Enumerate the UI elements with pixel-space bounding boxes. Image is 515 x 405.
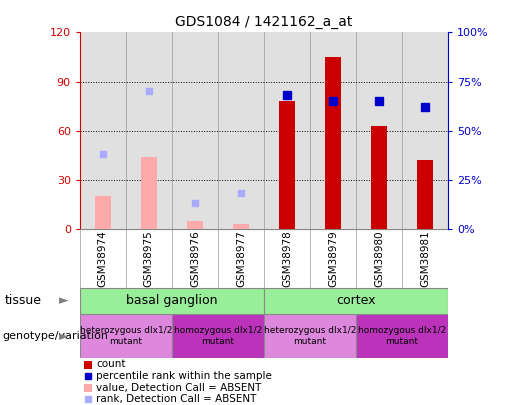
Bar (264, 314, 356, 358)
Text: genotype/variation: genotype/variation (3, 331, 109, 341)
Bar (141, 157, 157, 229)
Text: ►: ► (59, 294, 69, 307)
Text: homozygous dlx1/2
mutant: homozygous dlx1/2 mutant (358, 326, 446, 346)
Text: GSM38979: GSM38979 (328, 230, 338, 287)
Bar (417, 160, 433, 229)
Bar (80, 288, 264, 314)
Bar (325, 57, 341, 229)
Text: cortex: cortex (336, 294, 376, 307)
Text: percentile rank within the sample: percentile rank within the sample (96, 371, 272, 381)
Bar (95, 196, 111, 229)
Text: count: count (96, 360, 126, 369)
Text: GSM38978: GSM38978 (282, 230, 292, 287)
Text: GSM38974: GSM38974 (98, 230, 108, 287)
Text: heterozygous dlx1/2
mutant: heterozygous dlx1/2 mutant (80, 326, 172, 346)
Bar (356, 314, 448, 358)
Bar (279, 101, 295, 229)
Text: GSM38980: GSM38980 (374, 230, 384, 287)
Bar (83, 384, 92, 392)
Text: rank, Detection Call = ABSENT: rank, Detection Call = ABSENT (96, 394, 257, 405)
Text: GSM38975: GSM38975 (144, 230, 154, 287)
Bar (187, 221, 203, 229)
Bar (264, 288, 448, 314)
Text: GSM38977: GSM38977 (236, 230, 246, 287)
Bar (172, 314, 264, 358)
Text: basal ganglion: basal ganglion (126, 294, 218, 307)
Text: GSM38976: GSM38976 (190, 230, 200, 287)
Text: ►: ► (59, 330, 69, 343)
Bar (371, 126, 387, 229)
Text: value, Detection Call = ABSENT: value, Detection Call = ABSENT (96, 383, 262, 393)
Text: GSM38981: GSM38981 (420, 230, 430, 287)
Text: homozygous dlx1/2
mutant: homozygous dlx1/2 mutant (174, 326, 262, 346)
Title: GDS1084 / 1421162_a_at: GDS1084 / 1421162_a_at (175, 15, 353, 29)
Bar (83, 361, 92, 369)
Text: tissue: tissue (5, 294, 42, 307)
Bar (80, 314, 172, 358)
Bar (233, 224, 249, 229)
Text: heterozygous dlx1/2
mutant: heterozygous dlx1/2 mutant (264, 326, 356, 346)
